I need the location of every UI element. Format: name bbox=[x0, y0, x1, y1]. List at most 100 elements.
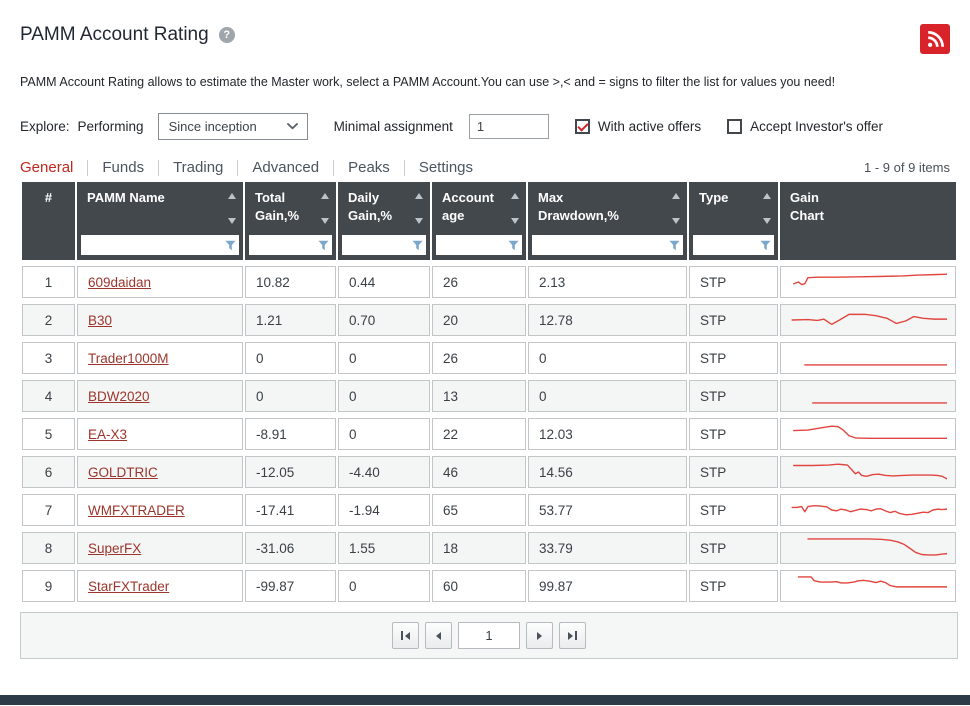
cell-type: STP bbox=[689, 380, 778, 412]
tab-separator bbox=[158, 159, 160, 176]
filter-input-name[interactable] bbox=[81, 235, 225, 255]
filter-funnel-icon[interactable] bbox=[669, 240, 680, 251]
pagination-prev-button[interactable] bbox=[425, 622, 452, 649]
tab-general[interactable]: General bbox=[20, 159, 74, 176]
pamm-name-link[interactable]: SuperFX bbox=[88, 540, 142, 556]
filter-box-total_gain[interactable] bbox=[249, 235, 332, 255]
sort-arrows[interactable] bbox=[672, 193, 680, 224]
sort-desc-icon[interactable] bbox=[763, 218, 771, 224]
pamm-name-link[interactable]: B30 bbox=[88, 312, 113, 328]
pamm-name-link[interactable]: StarFXTrader bbox=[88, 578, 170, 594]
filter-input-daily_gain[interactable] bbox=[342, 235, 412, 255]
cell-account-age: 26 bbox=[432, 342, 526, 374]
tab-trading[interactable]: Trading bbox=[173, 159, 224, 176]
column-header-total_gain[interactable]: Total Gain,% bbox=[245, 182, 336, 260]
pagination-next-button[interactable] bbox=[526, 622, 553, 649]
pamm-name-link[interactable]: WMFXTRADER bbox=[88, 502, 185, 518]
pamm-name-link[interactable]: BDW2020 bbox=[88, 388, 150, 404]
period-select[interactable]: Since inception bbox=[157, 113, 308, 140]
filter-input-type[interactable] bbox=[693, 235, 760, 255]
minimal-assignment-input[interactable] bbox=[468, 114, 549, 139]
tabs: General Funds Trading Advanced Peaks Settings bbox=[20, 159, 487, 176]
cell-daily-gain: -4.40 bbox=[338, 456, 430, 488]
cell-rank: 8 bbox=[22, 532, 75, 564]
cell-max-drawdown: 12.03 bbox=[528, 418, 687, 450]
filter-funnel-icon[interactable] bbox=[318, 240, 329, 251]
column-label: Account age bbox=[442, 190, 494, 224]
pagination-last-button[interactable] bbox=[559, 622, 586, 649]
sort-desc-icon[interactable] bbox=[228, 218, 236, 224]
cell-gain-chart bbox=[780, 418, 956, 450]
sort-arrows[interactable] bbox=[321, 193, 329, 224]
sort-asc-icon[interactable] bbox=[228, 193, 236, 199]
filter-box-type[interactable] bbox=[693, 235, 774, 255]
sort-arrows[interactable] bbox=[415, 193, 423, 224]
sort-asc-icon[interactable] bbox=[763, 193, 771, 199]
filter-input-total_gain[interactable] bbox=[249, 235, 318, 255]
filter-funnel-icon[interactable] bbox=[225, 240, 236, 251]
pamm-name-link[interactable]: Trader1000M bbox=[88, 350, 169, 366]
cell-gain-chart bbox=[780, 494, 956, 526]
cell-pamm-name: WMFXTRADER bbox=[77, 494, 243, 526]
chevron-down-icon bbox=[286, 123, 298, 130]
cell-gain-chart bbox=[780, 342, 956, 374]
pagination-first-button[interactable] bbox=[392, 622, 419, 649]
help-icon[interactable]: ? bbox=[218, 27, 235, 43]
sort-desc-icon[interactable] bbox=[321, 218, 329, 224]
filter-box-name[interactable] bbox=[81, 235, 239, 255]
cell-total-gain: -8.91 bbox=[245, 418, 336, 450]
pamm-name-link[interactable]: 609daidan bbox=[88, 274, 152, 290]
column-header-daily_gain[interactable]: Daily Gain,% bbox=[338, 182, 430, 260]
accept-investors-offer-checkbox[interactable]: Accept Investor's offer bbox=[727, 119, 883, 134]
filter-funnel-icon[interactable] bbox=[412, 240, 423, 251]
column-header-age[interactable]: Account age bbox=[432, 182, 526, 260]
pamm-name-link[interactable]: EA-X3 bbox=[88, 426, 128, 442]
cell-rank: 6 bbox=[22, 456, 75, 488]
sort-arrows[interactable] bbox=[228, 193, 236, 224]
gain-sparkline bbox=[789, 421, 947, 447]
cell-pamm-name: EA-X3 bbox=[77, 418, 243, 450]
sort-asc-icon[interactable] bbox=[511, 193, 519, 199]
page-number-input[interactable] bbox=[458, 622, 520, 649]
sort-desc-icon[interactable] bbox=[672, 218, 680, 224]
cell-account-age: 26 bbox=[432, 266, 526, 298]
tab-settings[interactable]: Settings bbox=[418, 159, 474, 176]
rss-icon[interactable] bbox=[920, 24, 950, 54]
column-header-drawdown[interactable]: Max Drawdown,% bbox=[528, 182, 687, 260]
last-page-icon bbox=[568, 631, 573, 640]
sort-asc-icon[interactable] bbox=[672, 193, 680, 199]
filter-input-age[interactable] bbox=[436, 235, 508, 255]
tab-advanced[interactable]: Advanced bbox=[252, 159, 320, 176]
cell-total-gain: -31.06 bbox=[245, 532, 336, 564]
cell-total-gain: 10.82 bbox=[245, 266, 336, 298]
sort-arrows[interactable] bbox=[511, 193, 519, 224]
table-row: 9 StarFXTrader -99.87 0 60 99.87 STP bbox=[22, 570, 956, 602]
column-label: Gain Chart bbox=[790, 190, 824, 224]
sort-asc-icon[interactable] bbox=[415, 193, 423, 199]
filter-input-drawdown[interactable] bbox=[532, 235, 669, 255]
checkbox-icon[interactable] bbox=[727, 119, 743, 134]
filter-box-daily_gain[interactable] bbox=[342, 235, 426, 255]
column-label: PAMM Name bbox=[87, 190, 165, 205]
column-header-name[interactable]: PAMM Name bbox=[77, 182, 243, 260]
sort-desc-icon[interactable] bbox=[415, 218, 423, 224]
sort-asc-icon[interactable] bbox=[321, 193, 329, 199]
checkbox-icon[interactable] bbox=[574, 119, 590, 134]
tab-funds[interactable]: Funds bbox=[102, 159, 145, 176]
pamm-name-link[interactable]: GOLDTRIC bbox=[88, 464, 158, 480]
tab-peaks[interactable]: Peaks bbox=[348, 159, 390, 176]
filter-box-drawdown[interactable] bbox=[532, 235, 683, 255]
filter-funnel-icon[interactable] bbox=[760, 240, 771, 251]
sort-arrows[interactable] bbox=[763, 193, 771, 224]
cell-rank: 9 bbox=[22, 570, 75, 602]
gain-sparkline bbox=[789, 383, 947, 409]
column-header-type[interactable]: Type bbox=[689, 182, 778, 260]
with-active-offers-checkbox[interactable]: With active offers bbox=[574, 119, 701, 134]
cell-type: STP bbox=[689, 304, 778, 336]
tab-separator bbox=[403, 159, 405, 176]
sort-desc-icon[interactable] bbox=[511, 218, 519, 224]
gain-sparkline bbox=[789, 573, 947, 599]
filter-funnel-icon[interactable] bbox=[508, 240, 519, 251]
filter-box-age[interactable] bbox=[436, 235, 522, 255]
tabs-row: General Funds Trading Advanced Peaks Settings… bbox=[20, 159, 950, 176]
